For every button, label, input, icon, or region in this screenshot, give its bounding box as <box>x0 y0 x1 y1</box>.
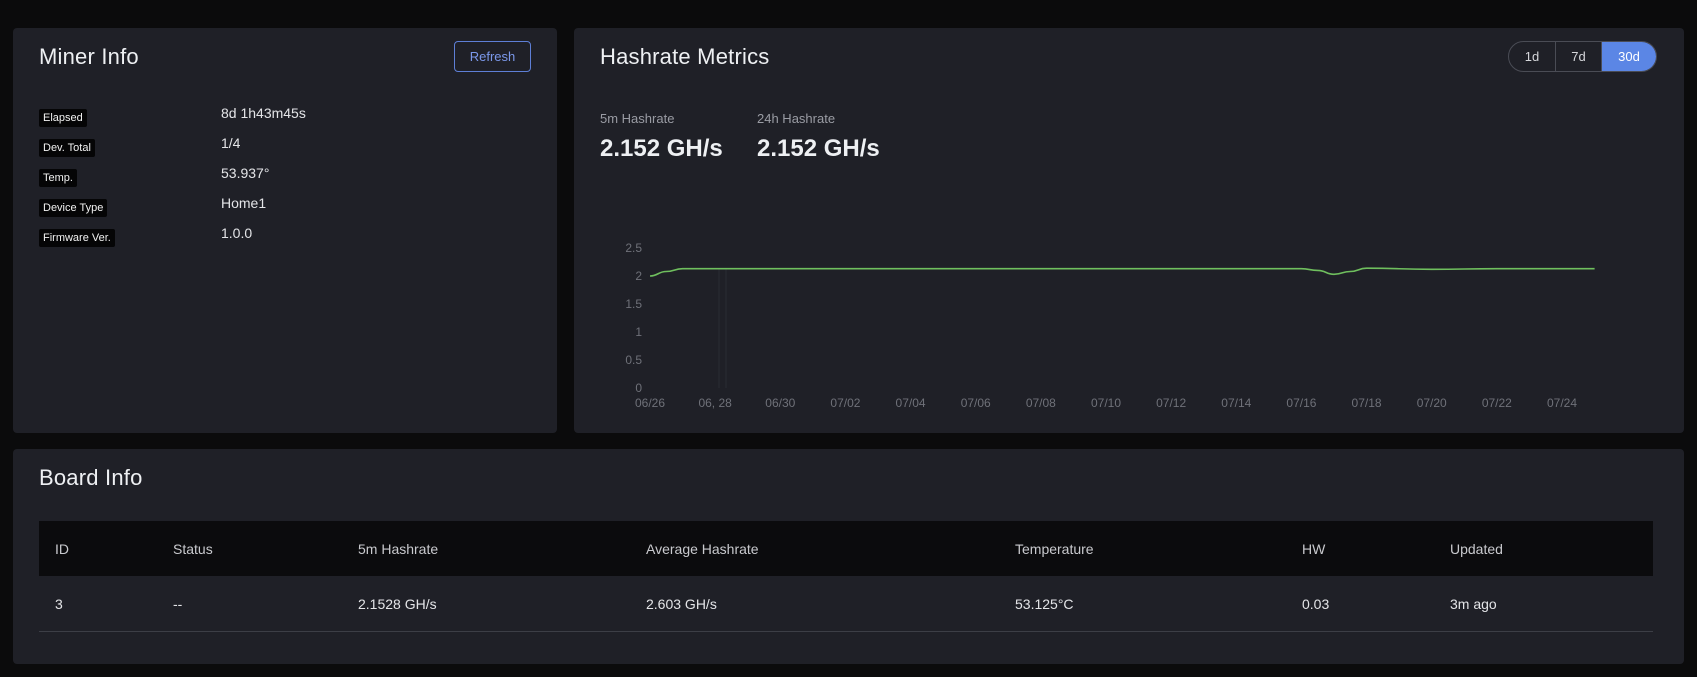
time-range-selector: 1d 7d 30d <box>1508 41 1657 72</box>
y-tick-label: 0.5 <box>625 353 642 367</box>
info-value: 1/4 <box>221 135 241 151</box>
y-tick-label: 1.5 <box>625 297 642 311</box>
column-header-status: Status <box>173 540 213 557</box>
refresh-button[interactable]: Refresh <box>454 41 531 72</box>
column-header-5m-hashrate: 5m Hashrate <box>358 540 439 557</box>
info-value: 1.0.0 <box>221 225 253 241</box>
range-7d-button[interactable]: 7d <box>1555 42 1601 71</box>
stat-label: 5m Hashrate <box>600 111 675 126</box>
x-tick-label: 07/10 <box>1091 396 1121 410</box>
cell-5m-hashrate: 2.1528 GH/s <box>342 576 630 632</box>
board-info-title: Board Info <box>39 465 143 490</box>
x-tick-label: 07/16 <box>1286 396 1316 410</box>
hashrate-chart: 0 0.5 1 1.5 2 2.5 06/26 06, 28 06/30 07/02 07/04 07… <box>625 241 1595 410</box>
cell-average-hashrate: 2.603 GH/s <box>630 576 999 632</box>
cell-updated: 3m ago <box>1434 576 1653 632</box>
table-header-row: ID Status 5m Hashrate Average Hashrate T… <box>39 521 1653 576</box>
x-tick-label: 07/06 <box>961 396 991 410</box>
column-header-id: ID <box>55 540 69 557</box>
x-tick-label: 07/12 <box>1156 396 1186 410</box>
stat-label: 24h Hashrate <box>757 111 836 126</box>
info-label: Device Type <box>39 199 108 217</box>
column-header-updated: Updated <box>1450 540 1503 557</box>
info-label: Firmware Ver. <box>39 229 115 247</box>
column-header-average-hashrate: Average Hashrate <box>646 540 759 557</box>
info-value: 53.937° <box>221 165 270 181</box>
x-tick-label: 07/14 <box>1221 396 1251 410</box>
hashrate-metrics-panel: Hashrate Metrics 1d 7d 30d 5m Hashrate 2… <box>574 28 1684 433</box>
cell-hw: 0.03 <box>1286 576 1434 632</box>
x-tick-label: 07/20 <box>1417 396 1447 410</box>
x-tick-label: 07/04 <box>896 396 926 410</box>
x-tick-label: 07/18 <box>1352 396 1382 410</box>
board-table: ID Status 5m Hashrate Average Hashrate T… <box>39 521 1653 632</box>
x-tick-label: 07/22 <box>1482 396 1512 410</box>
x-tick-label: 07/08 <box>1026 396 1056 410</box>
hashrate-series-line <box>649 267 1595 277</box>
board-info-panel: Board Info ID Status 5m Hashrate Average… <box>13 449 1684 664</box>
info-value: 8d 1h43m45s <box>221 105 306 121</box>
miner-info-panel: Miner Info Refresh Elapsed 8d 1h43m45s D… <box>13 28 557 433</box>
stat-24h-hashrate: 24h Hashrate 2.152 GH/s <box>757 111 880 163</box>
y-tick-label: 0 <box>635 381 642 395</box>
x-tick-label: 06/30 <box>765 396 795 410</box>
info-value: Home1 <box>221 195 267 211</box>
stat-value: 2.152 GH/s <box>600 135 723 162</box>
cell-status: -- <box>157 576 342 632</box>
stat-value: 2.152 GH/s <box>757 135 880 162</box>
range-30d-button[interactable]: 30d <box>1601 42 1656 71</box>
x-tick-label: 06, 28 <box>698 396 732 410</box>
x-tick-label: 07/02 <box>830 396 860 410</box>
info-label: Elapsed <box>39 109 87 127</box>
y-tick-label: 2 <box>635 269 642 283</box>
range-1d-button[interactable]: 1d <box>1509 42 1555 71</box>
stat-5m-hashrate: 5m Hashrate 2.152 GH/s <box>600 111 723 163</box>
y-tick-label: 2.5 <box>625 241 642 255</box>
x-tick-label: 06/26 <box>635 396 665 410</box>
table-row: 3 -- 2.1528 GH/s 2.603 GH/s 53.125°C 0.0… <box>39 576 1653 632</box>
miner-info-title: Miner Info <box>39 44 139 69</box>
cell-temperature: 53.125°C <box>999 576 1286 632</box>
info-label: Dev. Total <box>39 139 95 157</box>
column-header-hw: HW <box>1302 540 1326 557</box>
y-tick-label: 1 <box>635 325 642 339</box>
hashrate-metrics-title: Hashrate Metrics <box>600 44 770 69</box>
info-label: Temp. <box>39 169 77 187</box>
x-tick-label: 07/24 <box>1547 396 1577 410</box>
cell-id: 3 <box>39 576 157 632</box>
column-header-temperature: Temperature <box>1015 540 1094 557</box>
